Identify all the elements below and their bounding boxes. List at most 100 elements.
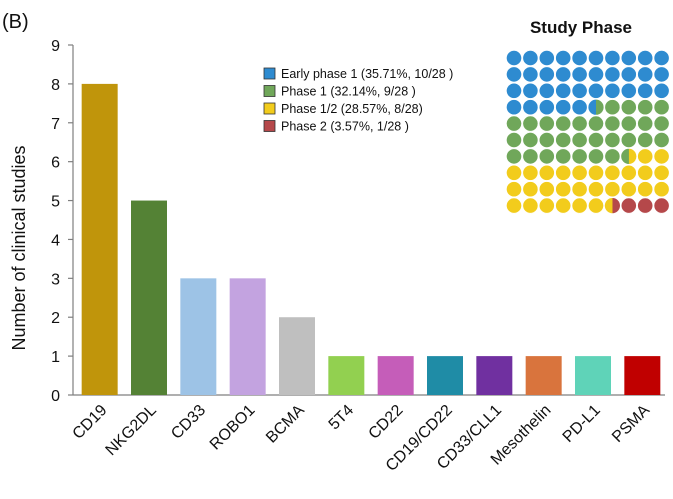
- y-axis: 0 1 2 3 4 5 6 7 8 9: [51, 38, 665, 405]
- waffle-cell: [637, 99, 654, 116]
- waffle-cell: [571, 148, 588, 165]
- waffle-cell-split: [612, 198, 620, 214]
- waffle-cell: [538, 82, 555, 99]
- waffle-cell: [620, 82, 637, 99]
- waffle-cell: [506, 82, 522, 99]
- waffle-cell: [637, 181, 654, 198]
- waffle-cell: [620, 132, 637, 148]
- waffle-cell: [620, 66, 637, 83]
- y-tick-label: 8: [51, 77, 60, 94]
- waffle-cell: [588, 82, 604, 99]
- waffle-cell: [604, 50, 621, 66]
- legend-entry: Phase 2 (3.57%, 1/28 ): [281, 120, 409, 134]
- waffle-cell: [653, 197, 670, 214]
- waffle-cell: [571, 82, 588, 99]
- waffle-cell: [571, 181, 588, 198]
- waffle-cell-split: [588, 99, 596, 115]
- waffle-cell: [604, 99, 621, 116]
- waffle-cell: [506, 181, 522, 198]
- waffle-cell: [571, 50, 588, 66]
- bar-5t4: [328, 356, 365, 395]
- waffle-grid: [506, 50, 670, 214]
- waffle-cell: [604, 164, 621, 181]
- waffle-cell: [555, 66, 572, 83]
- waffle-cell: [620, 164, 637, 181]
- waffle-cell: [637, 132, 654, 148]
- bar-psma: [624, 356, 661, 395]
- waffle-cell: [555, 99, 572, 116]
- bar-cd33-cll1: [476, 356, 513, 395]
- waffle-cell: [555, 82, 572, 99]
- waffle-cell: [522, 82, 539, 99]
- waffle-cell: [653, 82, 670, 99]
- waffle-cell: [506, 164, 522, 181]
- category-label: 5T4: [326, 402, 358, 434]
- bar-cd19-cd22: [427, 356, 463, 395]
- waffle-cell: [538, 66, 555, 83]
- waffle-cell-split: [621, 148, 629, 164]
- waffle-cell: [637, 66, 654, 83]
- waffle-cell: [555, 132, 572, 148]
- waffle-cell: [604, 181, 621, 198]
- waffle-cell: [653, 164, 670, 181]
- waffle-cell: [571, 132, 588, 148]
- y-tick-label: 1: [51, 349, 60, 366]
- bar-mesothelin: [525, 356, 562, 395]
- bars: [81, 83, 661, 395]
- waffle-cell: [653, 148, 670, 165]
- y-tick-label: 6: [51, 155, 60, 172]
- waffle-cell: [538, 148, 555, 165]
- bar-bcma: [279, 317, 315, 395]
- waffle-cell: [588, 164, 604, 181]
- category-label: CD22: [366, 402, 407, 443]
- waffle-cell: [588, 197, 604, 214]
- waffle-cell: [620, 115, 637, 132]
- waffle-cell: [620, 50, 637, 66]
- legend-entry: Phase 1/2 (28.57%, 8/28): [281, 102, 423, 116]
- waffle-cell: [538, 181, 555, 198]
- waffle-cell: [571, 66, 588, 83]
- waffle-cell: [538, 115, 555, 132]
- legend-swatch: [263, 67, 276, 80]
- bar-robo1: [229, 278, 266, 395]
- waffle-cell: [522, 164, 539, 181]
- phase-legend: Early phase 1 (35.71%, 10/28 ) Phase 1 (3…: [263, 67, 453, 134]
- y-tick-label: 3: [51, 271, 60, 288]
- waffle-cell-split: [628, 148, 637, 164]
- waffle-cell: [522, 99, 539, 116]
- waffle-cell: [522, 197, 539, 214]
- waffle-cell: [555, 181, 572, 198]
- legend-swatch: [263, 85, 276, 97]
- waffle-cell: [588, 148, 604, 165]
- waffle-cell: [506, 148, 522, 165]
- study-phase-inset: Study Phase Early phase 1 (35.71%, 10/28…: [263, 18, 670, 214]
- waffle-cell-split: [604, 198, 613, 214]
- y-tick-label: 2: [51, 310, 60, 327]
- bar-cd33: [180, 278, 217, 395]
- waffle-cell: [555, 164, 572, 181]
- waffle-cell: [506, 197, 522, 214]
- legend-swatch: [263, 120, 276, 132]
- y-axis-label: Number of clinical studies: [9, 145, 29, 350]
- category-label: ROBO1: [207, 402, 259, 454]
- waffle-cell: [522, 132, 539, 148]
- bar-cd22: [377, 356, 414, 395]
- waffle-cell: [604, 82, 621, 99]
- waffle-cell: [538, 197, 555, 214]
- waffle-cell: [506, 115, 522, 132]
- category-label: PSMA: [609, 402, 653, 446]
- waffle-cell: [555, 50, 572, 66]
- waffle-cell: [555, 148, 572, 165]
- waffle-cell: [506, 132, 522, 148]
- waffle-cell: [637, 115, 654, 132]
- waffle-cell: [555, 197, 572, 214]
- waffle-cell: [604, 132, 621, 148]
- waffle-cell: [588, 115, 604, 132]
- waffle-cell: [588, 181, 604, 198]
- legend-entry: Phase 1 (32.14%, 9/28 ): [281, 85, 416, 99]
- waffle-cell: [637, 148, 654, 165]
- category-label: NKG2DL: [103, 402, 160, 459]
- waffle-cell: [571, 115, 588, 132]
